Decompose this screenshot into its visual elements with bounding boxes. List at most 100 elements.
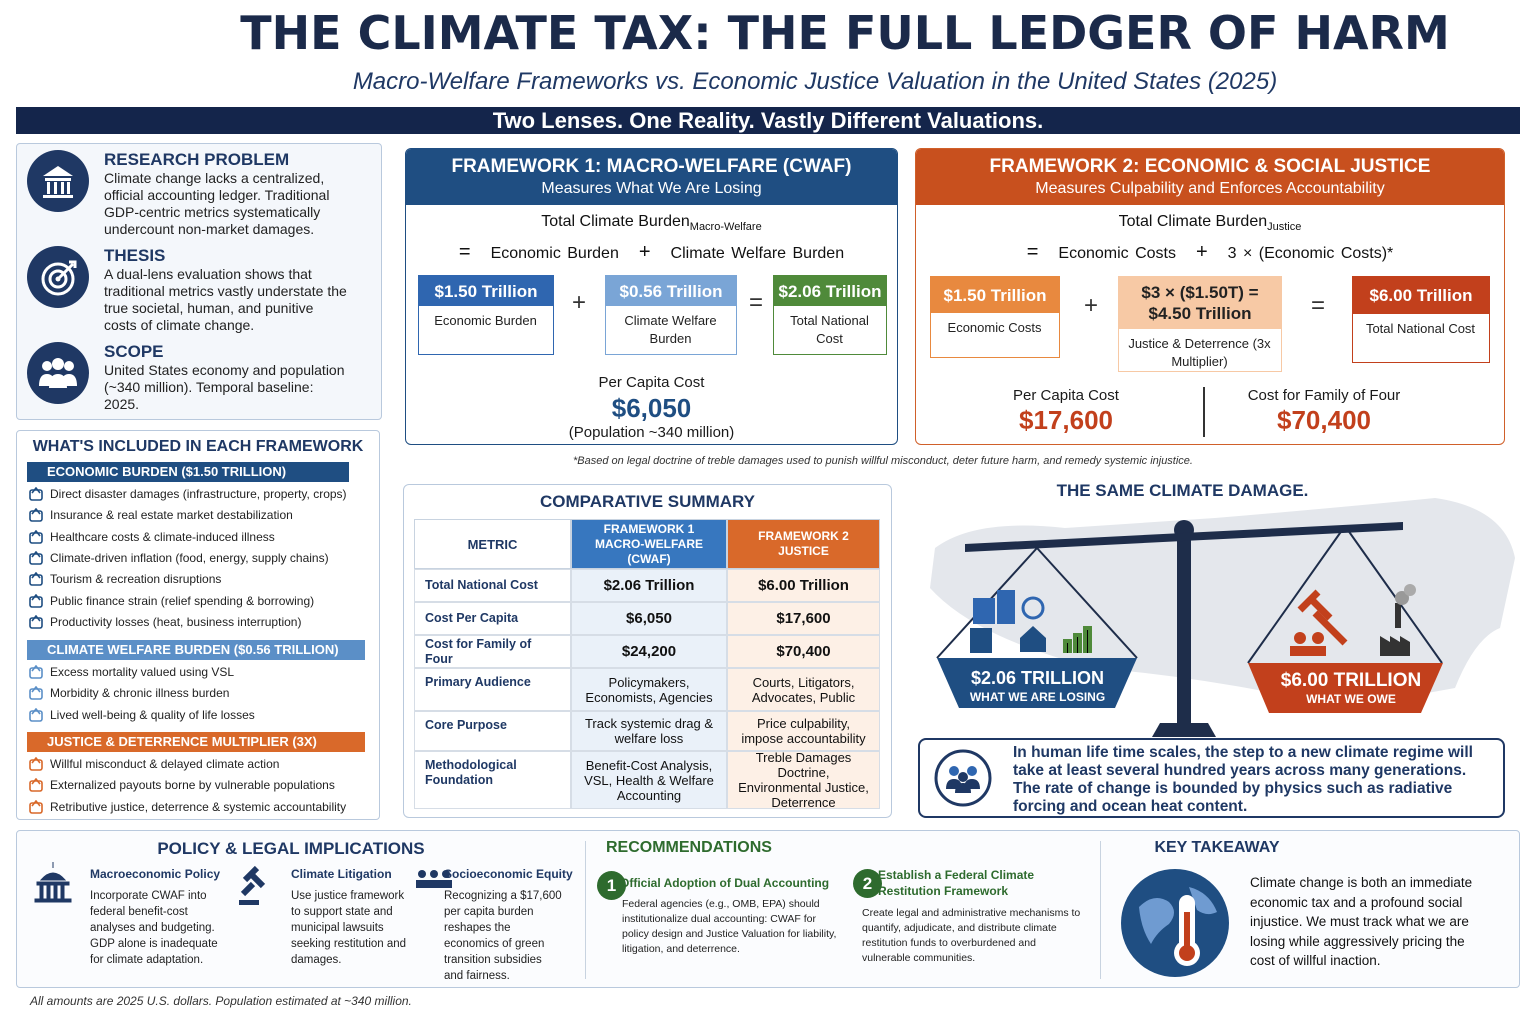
policy-text: Incorporate CWAF into federal benefit-co… <box>90 890 218 966</box>
value-box: $1.50 Trillion Economic Costs <box>930 276 1060 358</box>
included-item: Excess mortality valued using VSL <box>50 665 235 679</box>
formula-subscript: Macro-Welfare <box>689 221 762 234</box>
formula-term: Economic Burden <box>490 245 619 262</box>
intro-text: Climate change lacks a centralized, offi… <box>104 170 330 237</box>
value-box: $2.06 Trillion Total National Cost <box>773 275 887 355</box>
item-icon <box>29 593 43 608</box>
formula-subscript: Justice <box>1267 221 1302 234</box>
table-cell: Price culpability, impose accountability <box>727 711 880 751</box>
family-label: Cost for Family of Four <box>1247 387 1401 404</box>
scale-right-caption: WHAT WE OWE <box>1306 692 1396 706</box>
intro-panel: RESEARCH PROBLEM Climate change lacks a c… <box>16 143 382 420</box>
formula-term: Economic Costs <box>1058 245 1176 262</box>
item-icon <box>29 799 43 814</box>
value-box-label: Total National Cost <box>1365 321 1476 336</box>
scale-left-value: $2.06 TRILLION <box>970 668 1105 688</box>
value-box-value: $1.50 Trillion <box>931 277 1059 313</box>
formula-term: + <box>638 241 651 263</box>
family-value: $70,400 <box>1277 405 1371 435</box>
table-cell: Benefit-Cost Analysis, VSL, Health & Wel… <box>571 751 727 809</box>
intro-icon <box>27 342 89 404</box>
policy-heading: Climate Litigation <box>291 867 392 881</box>
value-box-value: $6.00 Trillion <box>1353 277 1489 314</box>
framework2-title: FRAMEWORK 2: ECONOMIC & SOCIAL JUSTICE <box>989 156 1431 177</box>
included-panel: WHAT'S INCLUDED IN EACH FRAMEWORK ECONOMI… <box>16 430 380 820</box>
formula-lhs: Total Climate BurdenJustice <box>916 213 1504 233</box>
item-icon <box>29 508 43 523</box>
value-box-value: $0.56 Trillion <box>606 276 736 306</box>
table-cell: $6,050 <box>571 602 727 635</box>
scale-drawing <box>930 498 1515 737</box>
framework2-header <box>916 149 1504 205</box>
item-icon <box>29 686 43 701</box>
policy-title: POLICY & LEGAL IMPLICATIONS <box>157 839 425 858</box>
table-cell: $70,400 <box>727 635 880 668</box>
subtitle: Macro-Welfare Frameworks vs. Economic Ju… <box>352 68 1278 95</box>
quote-text: In human life time scales, the step to a… <box>1013 744 1473 815</box>
value-box-label: Total National Cost <box>790 313 869 346</box>
intro-heading: SCOPE <box>104 342 164 361</box>
framework2-panel: FRAMEWORK 2: ECONOMIC & SOCIAL JUSTICE Me… <box>915 148 1505 445</box>
value-box-value: $3 × ($1.50T) = $4.50 Trillion <box>1119 277 1281 329</box>
table-cell: Track systemic drag & welfare loss <box>571 711 727 751</box>
recommendations-title: RECOMMENDATIONS <box>606 839 772 856</box>
policy-heading: Macroeconomic Policy <box>90 867 221 881</box>
formula-term: Climate Welfare Burden <box>670 245 845 262</box>
included-item: Healthcare costs & climate-induced illne… <box>50 529 275 544</box>
group-heading: JUSTICE & DETERRENCE MULTIPLIER (3X) <box>27 732 365 752</box>
per-capita-value: $17,600 <box>1019 405 1113 435</box>
group-heading: ECONOMIC BURDEN ($1.50 TRILLION) <box>27 462 349 482</box>
intro-heading: RESEARCH PROBLEM <box>104 150 290 169</box>
table-cell: Cost for Family of Four <box>414 635 571 668</box>
included-item: Lived well-being & quality of life losse… <box>50 707 255 722</box>
intro-text: United States economy and population (~3… <box>104 362 345 412</box>
recommendation-text: Federal agencies (e.g., OMB, EPA) should… <box>622 898 837 955</box>
value-box-label: Economic Costs <box>947 320 1042 335</box>
per-capita-label: Per Capita Cost <box>1013 387 1119 404</box>
framework1-subtitle: Measures What We Are Losing <box>541 180 762 197</box>
operator: = <box>748 289 763 316</box>
table-cell: Treble Damages Doctrine, Environmental J… <box>727 750 880 810</box>
included-item: Climate-driven inflation (food, energy, … <box>50 550 329 565</box>
item-icon <box>29 550 43 565</box>
per-capita-label: Per Capita Cost <box>598 374 705 391</box>
table-cell: $24,200 <box>571 635 727 668</box>
group-heading: CLIMATE WELFARE BURDEN ($0.56 TRILLION) <box>27 640 365 660</box>
comparison-title: COMPARATIVE SUMMARY <box>539 492 755 511</box>
included-item: Externalized payouts borne by vulnerable… <box>50 778 335 793</box>
value-box: $1.50 Trillion Economic Burden <box>418 275 554 355</box>
item-icon <box>29 614 43 629</box>
item-icon <box>29 778 43 793</box>
table-cell: Courts, Litigators, Advocates, Public <box>727 668 880 711</box>
intro-icon <box>27 246 89 308</box>
globe-icon <box>1121 869 1229 977</box>
included-item: Retributive justice, deterrence & system… <box>50 799 347 814</box>
table-cell: $17,600 <box>727 602 880 635</box>
value-box-value: $1.50 Trillion <box>419 276 553 306</box>
takeaway-title: KEY TAKEAWAY <box>1154 839 1280 856</box>
formula-term: + <box>1195 241 1208 263</box>
formula-rhs: = Economic Costs +3 × (Economic Costs)* <box>916 241 1504 264</box>
recommendation-text: Create legal and administrative mechanis… <box>862 907 1081 964</box>
value-box: $6.00 Trillion Total National Cost <box>1352 276 1490 363</box>
item-icon <box>29 707 43 722</box>
intro-heading: THESIS <box>104 246 166 265</box>
table-cell: Primary Audience <box>414 668 571 711</box>
value-box-label: Economic Burden <box>434 313 537 328</box>
divider <box>1203 387 1205 437</box>
table-cell: $6.00 Trillion <box>727 569 880 602</box>
table-header: FRAMEWORK 1 MACRO-WELFARE (CWAF) <box>571 519 727 569</box>
policy-icon <box>34 862 72 903</box>
item-icon <box>29 529 43 544</box>
formula-lhs: Total Climate BurdenMacro-Welfare <box>406 213 897 233</box>
divider <box>1100 841 1101 979</box>
table-cell: Core Purpose <box>414 711 571 751</box>
operator: + <box>571 289 586 316</box>
operator: = <box>1310 292 1325 319</box>
bottom-panel: POLICY & LEGAL IMPLICATIONS Macroeconomic… <box>16 830 1520 988</box>
formula-term: = <box>458 241 471 263</box>
item-icon <box>29 665 43 679</box>
